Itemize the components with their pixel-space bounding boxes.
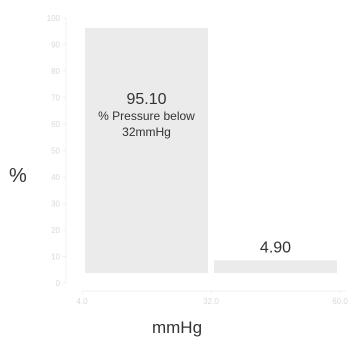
x-tick-label: 32.0 [203, 297, 219, 306]
x-tick-label: 4.0 [76, 297, 88, 306]
x-axis: 4.0 32.0 60.0 [76, 290, 348, 306]
y-tick-label: 0 [56, 279, 61, 288]
y-tick-label: 70 [51, 94, 60, 103]
y-tick-label: 50 [51, 147, 60, 156]
y-tick-label: 10 [51, 253, 60, 262]
bars [85, 28, 337, 273]
y-tick-label: 90 [51, 41, 60, 50]
y-tick-label: 30 [51, 200, 60, 209]
y-tick-label: 20 [51, 226, 60, 235]
y-axis-title: % [9, 165, 27, 187]
bar-value-label: 95.10 [126, 91, 166, 108]
bar-caption-line: % Pressure below [98, 109, 195, 123]
y-tick-label: 80 [51, 67, 60, 76]
bar-caption-line: 32mmHg [122, 125, 171, 139]
y-axis: 0 10 20 30 40 50 60 70 80 90 100 [47, 14, 67, 288]
bar-2 [214, 260, 337, 273]
bar-value-label: 4.90 [260, 239, 291, 256]
bar-labels: 95.10% Pressure below 32mmHg 4.90 [98, 91, 291, 256]
y-tick-label: 100 [47, 14, 61, 23]
x-axis-title: mmHg [151, 318, 203, 337]
x-tick-label: 60.0 [332, 297, 348, 306]
bar-1 [85, 28, 208, 273]
y-tick-label: 40 [51, 173, 60, 182]
y-tick-label: 60 [51, 120, 60, 129]
